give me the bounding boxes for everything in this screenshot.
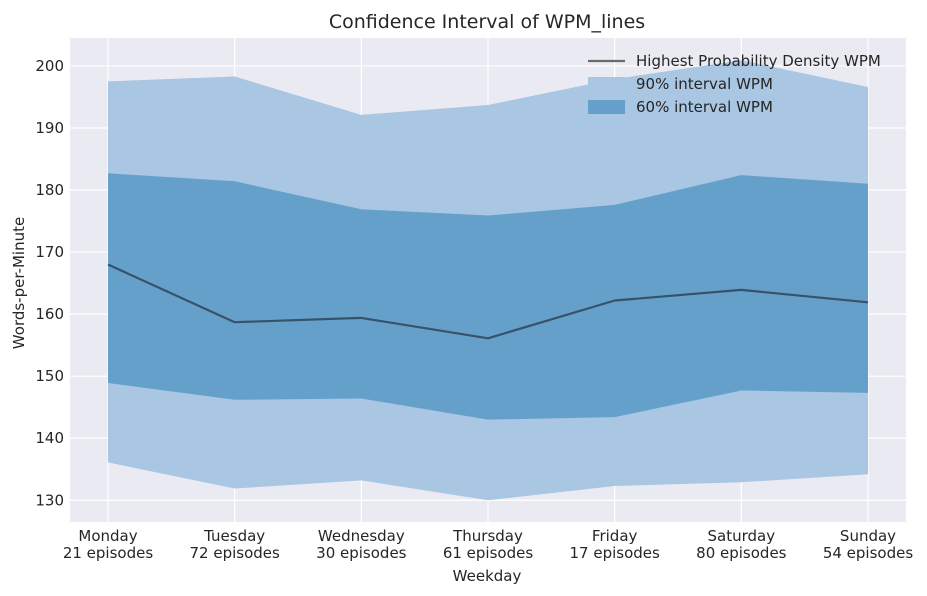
x-tick-label: Tuesday — [203, 527, 265, 545]
x-tick-sublabel: 30 episodes — [316, 544, 407, 562]
chart-title: Confidence Interval of WPM_lines — [329, 11, 645, 33]
x-tick-label: Saturday — [708, 527, 776, 545]
x-tick-label: Monday — [78, 527, 137, 545]
legend-band-swatch — [588, 77, 625, 91]
x-tick-label: Sunday — [840, 527, 896, 545]
y-tick-label: 200 — [35, 57, 64, 75]
x-tick-sublabel: 17 episodes — [569, 544, 660, 562]
legend-label: Highest Probability Density WPM — [636, 52, 881, 70]
y-axis-ticks: 130 140 150 160 170 180 190 200 — [35, 57, 64, 509]
y-tick-label: 180 — [35, 181, 64, 199]
x-tick-sublabel: 21 episodes — [63, 544, 154, 562]
x-tick-label: Thursday — [452, 527, 523, 545]
x-tick-sublabel: 61 episodes — [443, 544, 534, 562]
x-tick-sublabel: 80 episodes — [696, 544, 787, 562]
legend-label: 60% interval WPM — [636, 98, 773, 116]
legend: Highest Probability Density WPM 90% inter… — [588, 52, 881, 116]
legend-label: 90% interval WPM — [636, 75, 773, 93]
x-tick-label: Wednesday — [318, 527, 405, 545]
y-tick-label: 170 — [35, 243, 64, 261]
y-tick-label: 150 — [35, 367, 64, 385]
legend-band-swatch — [588, 100, 625, 114]
y-axis-label: Words-per-Minute — [10, 217, 28, 349]
hpd-line-group — [107, 263, 869, 340]
y-tick-label: 160 — [35, 305, 64, 323]
x-tick-sublabel: 72 episodes — [189, 544, 280, 562]
x-axis-label: Weekday — [453, 567, 522, 585]
interval-bands — [108, 60, 868, 501]
x-tick-sublabel: 54 episodes — [823, 544, 914, 562]
y-tick-label: 190 — [35, 119, 64, 137]
hpd-line — [107, 263, 869, 340]
band-60-interval-wpm — [108, 173, 868, 420]
y-tick-label: 130 — [35, 491, 64, 509]
y-tick-label: 140 — [35, 429, 64, 447]
x-tick-label: Friday — [592, 527, 638, 545]
